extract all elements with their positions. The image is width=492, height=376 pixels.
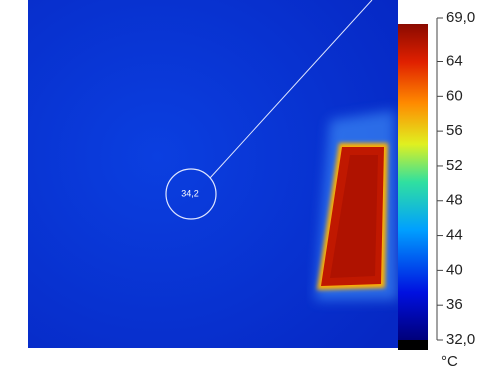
tick-label: 64	[446, 52, 463, 69]
tick-label: 69,0	[446, 9, 475, 26]
tick-label: 32,0	[446, 331, 475, 348]
tick-label: 44	[446, 227, 463, 244]
tick-label: 48	[446, 192, 463, 209]
color-bar	[398, 24, 428, 340]
color-scale: 69,0 64 60 56 52 48 44 40 36 32,0	[398, 9, 475, 350]
tick-label: 56	[446, 122, 463, 139]
tick-label: 36	[446, 296, 463, 313]
spot-temperature: 34,2	[181, 188, 199, 198]
thermal-view: 34,2 69,0 64 60 56 52 48 44 40 36 32,0 °C	[0, 0, 492, 376]
scale-bottom-cap	[398, 340, 428, 350]
scale-top-cap	[398, 12, 428, 24]
tick-label: 52	[446, 157, 463, 174]
tick-label: 40	[446, 261, 463, 278]
thermal-image	[0, 0, 398, 376]
tick-label: 60	[446, 87, 463, 104]
unit-label: °C	[441, 353, 458, 370]
